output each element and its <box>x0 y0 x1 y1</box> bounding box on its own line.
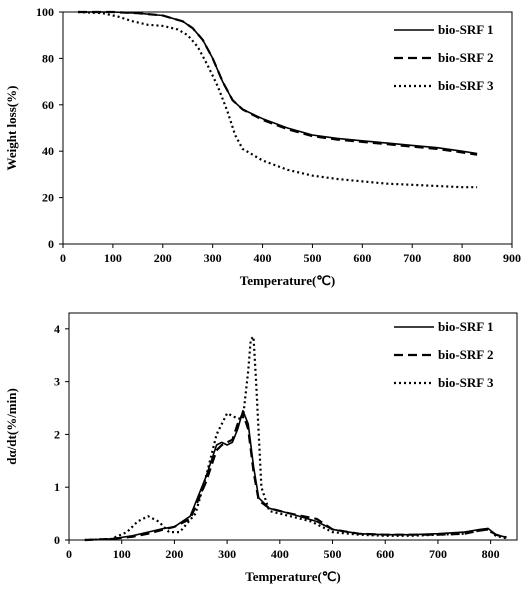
legend-label: bio-SRF 2 <box>438 347 494 362</box>
x-tick-label: 800 <box>453 251 471 265</box>
y-tick-label: 100 <box>36 5 54 19</box>
x-tick-label: 600 <box>376 547 394 561</box>
legend-label: bio-SRF 2 <box>438 50 494 65</box>
y-tick-label: 1 <box>54 480 60 494</box>
y-tick-label: 40 <box>42 144 54 158</box>
x-tick-label: 700 <box>429 547 447 561</box>
x-tick-label: 0 <box>66 547 72 561</box>
series-line-bio-srf-1 <box>84 409 507 541</box>
x-tick-label: 0 <box>60 251 66 265</box>
legend-label: bio-SRF 3 <box>438 78 494 93</box>
x-tick-label: 100 <box>113 547 131 561</box>
y-tick-label: 20 <box>42 191 54 205</box>
series-line-bio-srf-3 <box>77 10 478 189</box>
y-tick-label: 2 <box>54 427 60 441</box>
plot-frame <box>62 11 513 245</box>
x-axis-title: Temperature(℃) <box>240 273 335 288</box>
y-tick-label: 3 <box>54 375 60 389</box>
y-tick-label: 0 <box>54 533 60 547</box>
series-line-bio-srf-2 <box>78 10 478 156</box>
derivative-chart: 0 100 200 300 400 500 600 700 800 0 1 2 3 4 Temperatur… <box>4 312 518 584</box>
x-tick-label: 500 <box>324 547 342 561</box>
x-tick-label: 300 <box>218 547 236 561</box>
series-line-bio-srf-2 <box>84 412 507 542</box>
y-tick-label: 80 <box>42 51 54 65</box>
x-tick-label: 400 <box>254 251 272 265</box>
x-tick-label: 900 <box>503 251 521 265</box>
x-tick-label: 200 <box>165 547 183 561</box>
y-tick-label: 4 <box>54 322 60 336</box>
x-tick-label: 100 <box>104 251 122 265</box>
x-tick-label: 700 <box>403 251 421 265</box>
legend-label: bio-SRF 3 <box>438 375 494 390</box>
y-axis-title: dα/dt(%/min) <box>4 388 19 465</box>
x-tick-label: 600 <box>353 251 371 265</box>
x-axis-title: Temperature(℃) <box>245 569 340 584</box>
x-tick-label: 400 <box>271 547 289 561</box>
y-tick-label: 60 <box>42 98 54 112</box>
series-line-bio-srf-3 <box>84 335 507 542</box>
series-line-bio-srf-1 <box>78 11 478 155</box>
x-tick-label: 800 <box>482 547 500 561</box>
y-tick-label: 0 <box>48 237 54 251</box>
x-tick-label: 300 <box>204 251 222 265</box>
legend-label: bio-SRF 1 <box>438 319 494 334</box>
legend-label: bio-SRF 1 <box>438 22 494 37</box>
x-tick-label: 200 <box>154 251 172 265</box>
x-tick-label: 500 <box>303 251 321 265</box>
weight-loss-chart: 0 100 200 300 400 500 600 700 800 900 0 20 40 60 80 100… <box>4 5 521 288</box>
y-axis-title: Weight loss(%) <box>4 86 19 171</box>
plot-frame <box>68 312 518 541</box>
